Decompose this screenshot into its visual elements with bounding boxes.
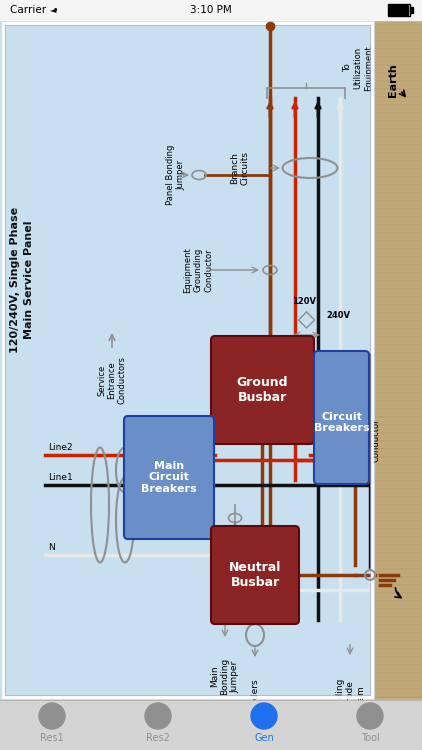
- Circle shape: [251, 703, 277, 729]
- Text: Service
Entrance
Conductors: Service Entrance Conductors: [97, 356, 127, 404]
- Text: Feeders: Feeders: [251, 678, 260, 714]
- Bar: [389, 5, 408, 15]
- Text: Earth: Earth: [388, 63, 398, 97]
- Text: Res2: Res2: [146, 733, 170, 743]
- Circle shape: [39, 703, 65, 729]
- Text: Gen: Gen: [254, 733, 274, 743]
- Text: Grounding
Electrode
Conductor: Grounding Electrode Conductor: [351, 418, 381, 462]
- Text: Circuit
Breakers: Circuit Breakers: [314, 412, 369, 434]
- Bar: [388, 4, 410, 16]
- FancyBboxPatch shape: [211, 336, 314, 444]
- Text: Carrier  •: Carrier •: [10, 5, 59, 15]
- FancyBboxPatch shape: [124, 416, 214, 539]
- Text: 120/240V, Single Phase
Main Service Panel: 120/240V, Single Phase Main Service Pane…: [11, 207, 34, 353]
- Text: Equipment
Grounding
Conductor: Equipment Grounding Conductor: [183, 248, 213, 293]
- Text: Grounding
Electrode
System: Grounding Electrode System: [335, 678, 365, 725]
- Circle shape: [145, 703, 171, 729]
- FancyBboxPatch shape: [211, 526, 299, 624]
- Bar: [410, 7, 413, 13]
- Bar: [5, 25, 370, 695]
- Text: Tool: Tool: [361, 733, 379, 743]
- Bar: [0, 700, 422, 750]
- Text: N: N: [48, 543, 55, 552]
- Text: ◄: ◄: [50, 5, 57, 14]
- Text: 240V: 240V: [327, 310, 351, 320]
- Text: Line1: Line1: [48, 473, 73, 482]
- Bar: [375, 20, 422, 700]
- Text: Main
Bonding
Jumper: Main Bonding Jumper: [210, 658, 240, 695]
- Bar: [0, 0, 422, 20]
- FancyBboxPatch shape: [314, 351, 369, 484]
- Text: Ground
Busbar: Ground Busbar: [237, 376, 288, 404]
- Text: To
Utilization
Equipment: To Utilization Equipment: [343, 45, 373, 91]
- Text: Res1: Res1: [40, 733, 64, 743]
- Text: Panel Bonding
Jumper: Panel Bonding Jumper: [165, 145, 185, 206]
- Text: Main
Circuit
Breakers: Main Circuit Breakers: [141, 461, 197, 494]
- Text: Neutral
Busbar: Neutral Busbar: [229, 561, 281, 589]
- Bar: [3, 23, 372, 697]
- Text: Branch
Circuits: Branch Circuits: [230, 151, 250, 185]
- Circle shape: [357, 703, 383, 729]
- Text: Line2: Line2: [48, 443, 73, 452]
- Text: 3:10 PM: 3:10 PM: [190, 5, 232, 15]
- Text: 120V: 120V: [292, 297, 316, 306]
